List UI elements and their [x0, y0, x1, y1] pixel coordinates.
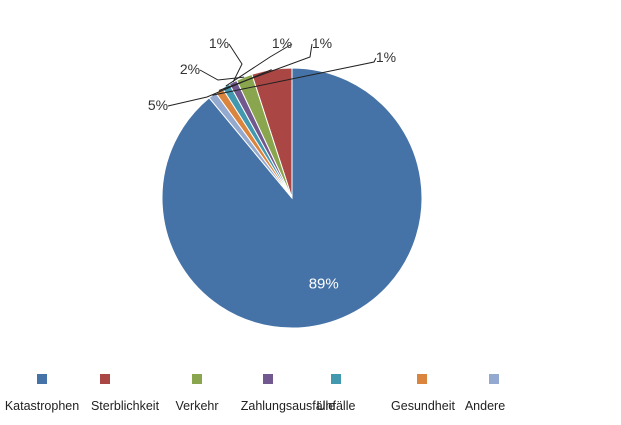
legend-swatch-unfalle — [331, 374, 341, 384]
legend-swatch-gesundheit — [417, 374, 427, 384]
leader-line-unfalle — [225, 43, 293, 87]
leader-line-gesundheit — [218, 43, 313, 91]
legend-label-verkehr: Verkehr — [175, 399, 218, 413]
pie-slices — [161, 67, 423, 329]
legend: Katastrophen Sterblichkeit Verkehr Zahlungs… — [5, 374, 505, 413]
legend-swatch-andere — [489, 374, 499, 384]
data-label-andere: 1% — [376, 49, 396, 65]
leader-line-andere — [212, 57, 377, 96]
legend-label-sterblichkeit: Sterblichkeit — [91, 399, 160, 413]
data-label-gesundheit: 1% — [312, 35, 332, 51]
data-label-katastrophen: 89% — [309, 275, 339, 292]
legend-swatch-sterblichkeit — [100, 374, 110, 384]
legend-label-andere: Andere — [465, 399, 505, 413]
data-label-verkehr: 2% — [180, 61, 200, 77]
legend-label-katastrophen: Katastrophen — [5, 399, 79, 413]
legend-swatch-zahlungsausfalle — [263, 374, 273, 384]
data-label-zahlungsausfalle: 1% — [209, 35, 229, 51]
legend-swatch-katastrophen — [37, 374, 47, 384]
data-labels: 89% 5% 2% 1% 1% 1% 1% — [148, 35, 396, 292]
data-label-sterblichkeit: 5% — [148, 97, 168, 113]
legend-label-zahlungsausfalle: Zahlungsausfälle — [241, 399, 336, 413]
legend-label-gesundheit: Gesundheit — [391, 399, 455, 413]
legend-swatch-verkehr — [192, 374, 202, 384]
legend-label-unfalle: Unfälle — [317, 399, 356, 413]
leader-line-zahlungsausfalle — [228, 43, 243, 83]
leader-lines — [167, 43, 377, 107]
data-label-unfalle: 1% — [272, 35, 292, 51]
